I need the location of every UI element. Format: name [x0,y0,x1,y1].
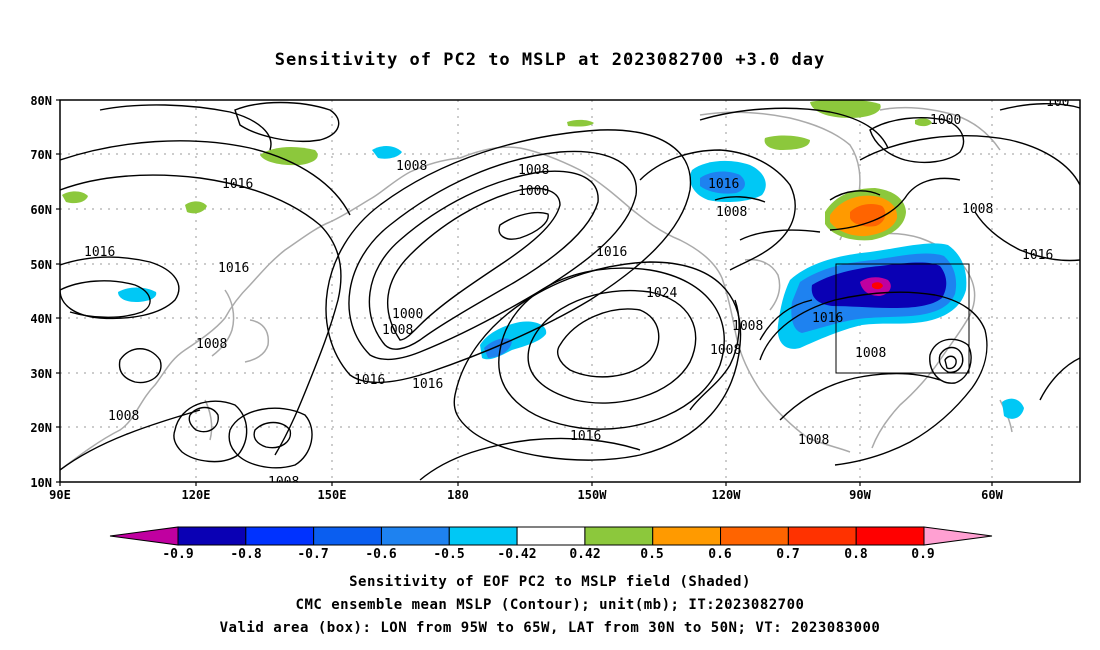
ticks [56,99,993,486]
contour-label: 1008 [732,319,763,334]
contour-label: 1008 [855,346,886,361]
colorbar-swatch [313,526,382,546]
colorbar-label: 0.6 [708,547,732,562]
colorbar-swatch [109,526,179,546]
colorbar-swatch [652,526,722,546]
colorbar-swatch [584,526,654,546]
contour-label: 1016 [222,177,253,192]
shade-negative-atlantic [1002,398,1024,419]
contour-label: 1008 [268,475,299,490]
lat-label: 30N [30,367,52,381]
lat-label: 70N [30,148,52,162]
lon-label: 150E [318,488,347,502]
lon-label: 90W [849,488,871,502]
contour-label: 1008 [710,343,741,358]
colorbar-swatch [380,526,450,546]
lon-label: 60W [981,488,1003,502]
colorbar-swatch [787,526,857,546]
map-frame [59,99,1081,483]
contour-label: 1016 [1022,248,1053,263]
lon-label: 120W [712,488,742,502]
shade-positive-atlantic-n [915,118,932,127]
contour-label: 1016 [412,377,443,392]
colorbar-labels: -0.9 -0.8 -0.7 -0.6 -0.5 -0.42 0.42 0.5 … [162,547,934,562]
lon-label: 90E [49,488,71,502]
lat-label: 80N [30,94,52,108]
contour-label: 1016 [354,373,385,388]
colorbar-swatch [516,526,586,546]
shade-negative-hudson-core [700,171,745,194]
colorbar-swatch [448,526,518,546]
contour-label: 1016 [218,261,249,276]
lat-label: 40N [30,312,52,326]
colorbar-swatches [109,526,993,546]
colorbar-label: -0.7 [297,547,328,562]
contour-label: 1016 [84,245,115,260]
caption-line-2: CMC ensemble mean MSLP (Contour); unit(m… [295,597,805,613]
colorbar-swatch [245,526,315,546]
caption-line-3: Valid area (box): LON from 95W to 65W, L… [219,620,881,636]
colorbar-swatch [720,526,789,546]
lat-label: 20N [30,421,52,435]
colorbar-label: -0.9 [162,547,193,562]
contour-label: 1008 [798,433,829,448]
longitude-labels: 90E 120E 150E 180 150W 120W 90W 60W [49,488,1003,502]
page-title: Sensitivity of PC2 to MSLP at 2023082700… [274,50,826,70]
lon-label: 180 [447,488,469,502]
shade-negative-japan [118,287,157,302]
contour-label: 1016 [570,429,601,444]
shade-positive-west [62,191,88,204]
map-figure: 1016 1008 1008 1000 1016 1016 1016 1016 … [30,94,1081,502]
contour-label: 1008 [196,337,227,352]
colorbar-swatch [177,526,247,546]
contour-labels: 1016 1008 1008 1000 1016 1016 1016 1016 … [84,95,1069,490]
contour-label: 1016 [812,311,843,326]
caption-line-1: Sensitivity of EOF PC2 to MSLP field (Sh… [349,574,751,590]
contour-label: 1000 [518,184,549,199]
lon-label: 150W [578,488,608,502]
shade-positive-hudson-n [764,135,810,150]
colorbar-label: 0.5 [640,547,663,562]
contour-label: 1000 [930,113,961,128]
colorbar-label: -0.8 [230,547,261,562]
contour-label: 1008 [382,323,413,338]
colorbar-label: 0.8 [844,547,868,562]
contour-label: 1008 [396,159,427,174]
contour-label: 100 [1046,95,1069,110]
colorbar-label: 0.9 [911,547,934,562]
colorbar-label: 0.42 [569,547,600,562]
colorbar: -0.9 -0.8 -0.7 -0.6 -0.5 -0.42 0.42 0.5 … [109,526,993,562]
lat-label: 10N [30,476,52,490]
shade-positive-arctic-small [567,119,594,127]
lat-label: 50N [30,258,52,272]
contour-label: 1024 [646,286,677,301]
lat-label: 60N [30,203,52,217]
shade-small-red [872,282,883,290]
shade-orange-core [850,204,886,227]
coastlines [60,106,1013,471]
colorbar-label: 0.7 [776,547,799,562]
shade-positive-mid [185,201,207,214]
shade-positive-greenland [810,100,881,118]
contour-label: 1008 [518,163,549,178]
colorbar-swatch [923,526,993,546]
contour-label: 1016 [596,245,627,260]
shade-positive-siberia [260,147,318,166]
shade-negative-arctic [372,146,402,159]
contour-label: 1016 [708,177,739,192]
colorbar-label: -0.42 [497,547,536,562]
contour-label: 1008 [108,409,139,424]
colorbar-swatch [855,526,925,546]
lon-label: 120E [182,488,211,502]
mslp-contours [60,101,1080,481]
contour-label: 1008 [962,202,993,217]
colorbar-label: -0.5 [433,547,464,562]
valid-area-box [835,263,970,374]
contour-label: 1000 [392,307,423,322]
contour-label: 1008 [716,205,747,220]
latitude-labels: 80N 70N 60N 50N 40N 30N 20N 10N [30,94,52,490]
colorbar-label: -0.6 [365,547,396,562]
